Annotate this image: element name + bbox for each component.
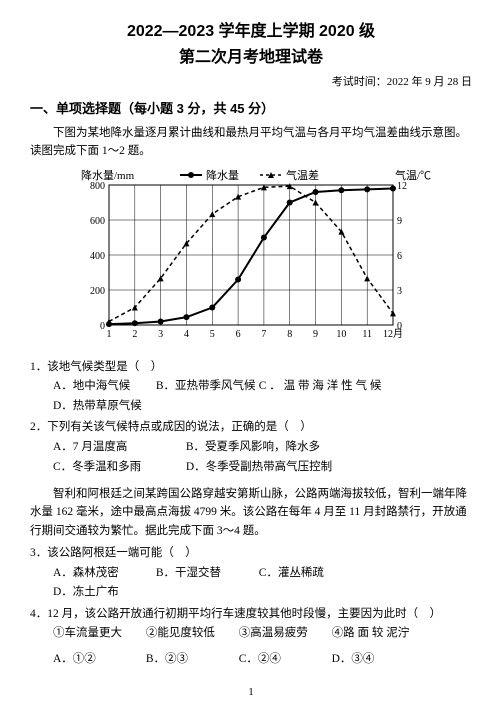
svg-text:降水量/mm: 降水量/mm xyxy=(81,168,135,182)
svg-text:7: 7 xyxy=(261,329,266,340)
q3-opt-a: A．森林茂密 xyxy=(53,564,153,584)
svg-text:12月: 12月 xyxy=(383,328,403,340)
svg-text:9: 9 xyxy=(397,216,402,227)
q4-stem: 4．12 月，该公路开放通行初期平均行车速度较其他时段慢，主要因为此时（ ） xyxy=(30,605,472,625)
chart-container: 0200400600800036912123456789101112月降水量/m… xyxy=(61,165,441,350)
q4-i1: ①车流量更大 xyxy=(53,624,143,644)
page-number: 1 xyxy=(248,684,254,701)
svg-text:8: 8 xyxy=(287,329,292,340)
question-4: 4．12 月，该公路开放通行初期平均行车速度较其他时段慢，主要因为此时（ ） ①… xyxy=(30,605,472,670)
title-line2: 第二次月考地理试卷 xyxy=(30,46,472,70)
svg-text:10: 10 xyxy=(336,329,346,340)
svg-text:9: 9 xyxy=(313,329,318,340)
svg-text:6: 6 xyxy=(236,329,241,340)
q3-opt-c: C．灌丛稀疏 xyxy=(259,564,359,584)
svg-text:400: 400 xyxy=(90,251,105,262)
q4-opt-d: D．③④ xyxy=(332,650,422,670)
q2-opt-d: D．冬季受副热带高气压控制 xyxy=(186,458,332,478)
chart-svg: 0200400600800036912123456789101112月降水量/m… xyxy=(61,165,441,345)
title-line1: 2022—2023 学年度上学期 2020 级 xyxy=(30,20,472,44)
passage-1: 下图为某地降水量逐月累计曲线和最热月平均气温与各月平均气温差曲线示意图。读图完成… xyxy=(30,124,472,161)
svg-text:11: 11 xyxy=(362,329,372,340)
q1-opt-a: A．地中海气候 xyxy=(53,377,153,397)
svg-text:600: 600 xyxy=(90,216,105,227)
question-1: 1．该地气候类型是（ ） A．地中海气候 B．亚热带季风气候 C ． 温 带 海… xyxy=(30,358,472,417)
svg-text:12: 12 xyxy=(397,181,407,192)
svg-text:气温/℃: 气温/℃ xyxy=(395,168,431,182)
q2-opt-b: B．受夏季风影响，降水多 xyxy=(186,438,320,458)
svg-text:降水量: 降水量 xyxy=(206,168,239,182)
q4-opt-a: A．①② xyxy=(53,650,143,670)
passage-2: 智利和阿根廷之间某跨国公路穿越安第斯山脉，公路两端海拔较低，智利一端年降水量 1… xyxy=(30,485,472,540)
q1-opt-d: D．热带草原气候 xyxy=(53,397,153,417)
svg-text:0: 0 xyxy=(100,321,105,332)
q3-stem: 3．该公路阿根廷一端可能（ ） xyxy=(30,544,472,564)
section-1-title: 一、单项选择题（每小题 3 分，共 45 分） xyxy=(30,99,472,119)
q1-opt-b: B．亚热带季风气候 xyxy=(156,377,256,397)
question-3: 3．该公路阿根廷一端可能（ ） A．森林茂密 B．干湿交替 C．灌丛稀疏 D．冻… xyxy=(30,544,472,603)
q4-i2: ②能见度较低 xyxy=(146,624,236,644)
q2-stem: 2．下列有关该气候特点或成因的说法，正确的是（ ） xyxy=(30,418,472,438)
q4-i4: ④路 面 较 泥泞 xyxy=(332,624,422,644)
svg-text:3: 3 xyxy=(397,286,402,297)
q4-opt-c: C．②④ xyxy=(239,650,329,670)
q3-opt-b: B．干湿交替 xyxy=(156,564,256,584)
svg-text:800: 800 xyxy=(90,181,105,192)
svg-text:5: 5 xyxy=(210,329,215,340)
q4-opt-b: B．②③ xyxy=(146,650,236,670)
q1-stem: 1．该地气候类型是（ ） xyxy=(30,358,472,378)
q2-opt-c: C．冬季温和多雨 xyxy=(53,458,183,478)
svg-text:1: 1 xyxy=(107,329,112,340)
svg-text:6: 6 xyxy=(397,251,402,262)
svg-text:2: 2 xyxy=(132,329,137,340)
q4-i3: ③高温易疲劳 xyxy=(239,624,329,644)
q2-opt-a: A．7 月温度高 xyxy=(53,438,183,458)
svg-text:气温差: 气温差 xyxy=(286,168,319,182)
q3-opt-d: D．冻土广布 xyxy=(53,583,153,603)
question-2: 2．下列有关该气候特点或成因的说法，正确的是（ ） A．7 月温度高 B．受夏季… xyxy=(30,418,472,477)
svg-text:200: 200 xyxy=(90,286,105,297)
q1-opt-c: C ． 温 带 海 洋 性 气 候 xyxy=(259,377,382,397)
svg-text:3: 3 xyxy=(158,329,163,340)
exam-time: 考试时间：2022 年 9 月 28 日 xyxy=(30,74,472,91)
svg-text:4: 4 xyxy=(184,329,189,340)
